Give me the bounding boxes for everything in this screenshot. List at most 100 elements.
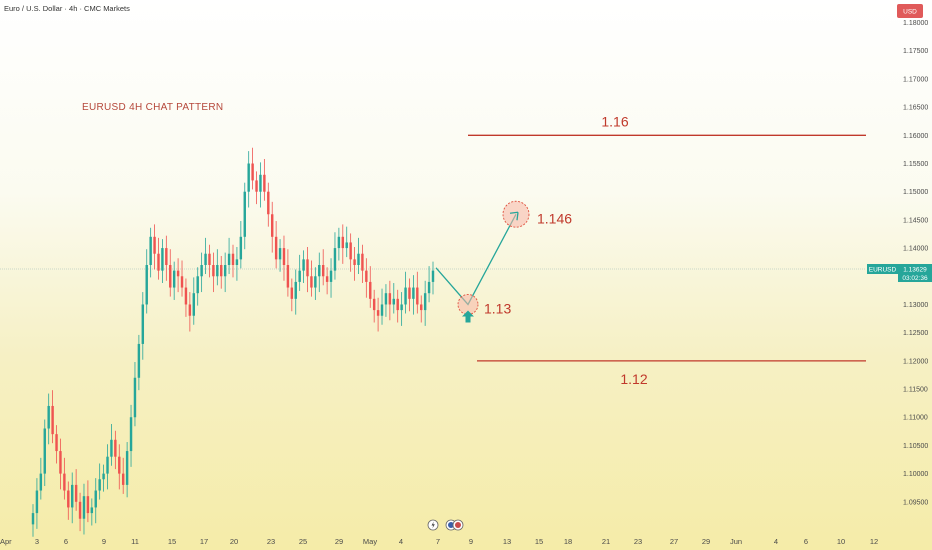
candle (212, 252, 215, 293)
candle (372, 289, 376, 323)
candle (114, 430, 117, 470)
candle (302, 250, 305, 284)
time-tick-label: Jun (730, 537, 742, 546)
time-tick-label: Apr (0, 537, 12, 546)
candle (412, 275, 415, 315)
time-tick-label: 25 (299, 537, 307, 546)
time-tick-label: 15 (168, 537, 176, 546)
price-tick-label: 1.15500 (903, 161, 928, 168)
candle (157, 237, 160, 280)
time-tick-label: 9 (102, 537, 106, 546)
candle (55, 425, 58, 464)
candle (176, 258, 180, 293)
time-tick-label: 29 (335, 537, 343, 546)
candle (137, 334, 141, 391)
time-tick-label: 23 (267, 537, 275, 546)
candle (282, 235, 286, 281)
event-icons[interactable] (427, 519, 464, 531)
price-tag-symbol: EURUSD (869, 267, 897, 274)
candle (43, 419, 46, 487)
time-tick-label: 13 (503, 537, 511, 546)
candle (388, 280, 392, 321)
candle (149, 227, 152, 278)
candle (325, 267, 329, 295)
time-tick-label: 21 (602, 537, 610, 546)
candle (286, 249, 290, 297)
levels-group: 1.16 1.12 (468, 113, 866, 387)
candle (200, 252, 203, 293)
candle (314, 267, 317, 300)
symbol-title[interactable]: Euro / U.S. Dollar · 4h · CMC Markets (4, 4, 130, 13)
candle (341, 224, 345, 264)
candle (227, 237, 231, 275)
time-tick-label: 15 (535, 537, 543, 546)
candle (361, 244, 364, 284)
time-tick-label: 7 (436, 537, 440, 546)
candle (47, 393, 50, 445)
time-tick-label: 6 (804, 537, 808, 546)
time-tick-label: 27 (670, 537, 678, 546)
price-tick-label: 1.09500 (903, 499, 928, 506)
time-tick-label: 20 (230, 537, 238, 546)
price-tick-label: 1.16500 (903, 105, 928, 112)
candle (349, 233, 352, 272)
time-tick-label: 9 (469, 537, 473, 546)
candle (78, 492, 82, 532)
candle (298, 254, 301, 291)
level-label: 1.16 (601, 113, 628, 129)
candle (106, 444, 109, 490)
candle (251, 147, 254, 190)
candle (321, 249, 325, 286)
arrow-head-icon (509, 211, 519, 221)
candle (423, 280, 427, 326)
time-tick-label: 11 (131, 537, 139, 546)
candle (369, 266, 372, 308)
candle (223, 252, 227, 293)
candle (329, 258, 333, 298)
currency-button[interactable]: USD (897, 4, 923, 18)
candle (125, 442, 129, 498)
candle (98, 463, 101, 500)
candle (306, 246, 309, 293)
candle (259, 162, 262, 208)
candle (431, 261, 435, 295)
candle (274, 221, 278, 269)
candle (74, 469, 78, 511)
candle (216, 249, 219, 286)
candle (133, 361, 137, 427)
price-tag-price: 1.13629 (903, 267, 927, 274)
price-tick-label: 1.10000 (903, 471, 928, 478)
candle (380, 288, 384, 325)
price-tick-label: 1.18000 (903, 20, 928, 27)
candle (59, 438, 62, 490)
candle (169, 249, 172, 297)
candle (400, 292, 403, 326)
candle (239, 221, 243, 269)
target-circle (502, 200, 530, 228)
candle (365, 258, 368, 298)
currency-button-label: USD (903, 9, 917, 16)
candle (204, 237, 207, 275)
price-axis[interactable]: 1.18000 1.17500 1.17000 1.16500 1.16000 1.155… (903, 20, 928, 506)
price-tick-label: 1.11500 (903, 387, 928, 394)
time-tick-label: 4 (774, 537, 778, 546)
time-axis[interactable]: Apr 3 6 9 11 15 17 20 23 25 29 May 4 7 9 13 15 18 21 23 27 29… (0, 537, 878, 546)
candle (247, 151, 250, 208)
time-tick-label: 18 (564, 537, 572, 546)
candle (231, 244, 235, 278)
projection-group: 1.13 1.146 (435, 200, 572, 323)
time-tick-label: 10 (837, 537, 845, 546)
candle (220, 255, 223, 289)
time-tick-label: 17 (200, 537, 208, 546)
candle (110, 424, 113, 466)
candle (82, 483, 86, 535)
candle (290, 278, 294, 312)
candle (172, 261, 176, 300)
candle (310, 260, 313, 297)
candle (67, 481, 70, 520)
candle (353, 246, 356, 281)
time-tick-label: 29 (702, 537, 710, 546)
candle (31, 504, 35, 537)
